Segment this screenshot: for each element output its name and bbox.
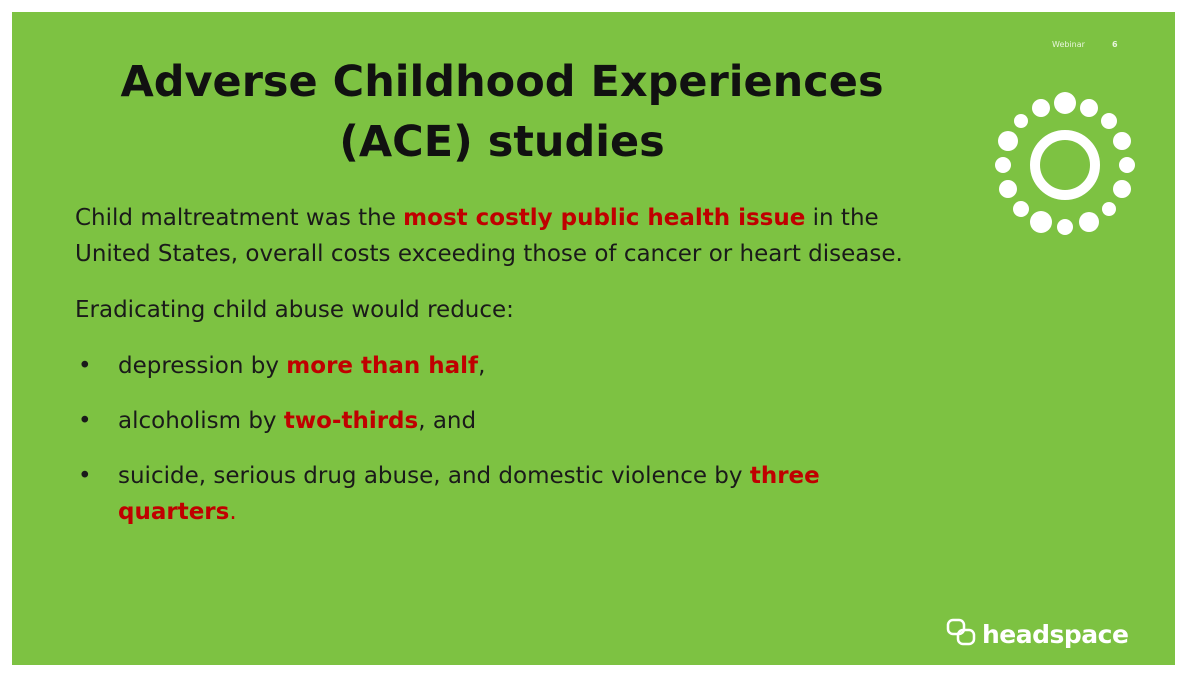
bullet-dot: • [78, 408, 92, 434]
bullet-item: • depression by more than half, [75, 348, 945, 384]
logo-dot [1101, 113, 1117, 129]
logo-dot [1113, 132, 1131, 150]
logo-ring [1030, 130, 1100, 200]
logo-dot [1080, 99, 1098, 117]
bullet-item: • alcoholism by two-thirds, and [75, 403, 945, 439]
slide-body: Child maltreatment was the most costly p… [75, 200, 945, 549]
page-number: 6 [1112, 40, 1118, 49]
text-run: , and [418, 408, 477, 434]
logo-graphics [946, 92, 1135, 646]
logo-dot [1014, 114, 1028, 128]
logo-dot [995, 157, 1011, 173]
title-line: (ACE) studies [339, 117, 665, 167]
text-run: more than half [286, 353, 479, 379]
logo-dot [1032, 99, 1050, 117]
dotted-circle-logo [995, 92, 1135, 235]
text-run: Eradicating child abuse would reduce: [75, 297, 514, 323]
paragraph: Child maltreatment was the most costly p… [75, 200, 945, 272]
text-run: alcoholism by [118, 408, 284, 434]
brand-icon [946, 618, 976, 646]
text-run: , [478, 353, 486, 379]
paragraph: Eradicating child abuse would reduce: [75, 292, 945, 328]
logo-dot [1030, 211, 1052, 233]
logo-dot [1054, 92, 1076, 114]
bullet-dot: • [78, 353, 92, 379]
logo-dot [999, 180, 1017, 198]
slide-label: Webinar [1052, 40, 1085, 49]
logo-dot [1102, 202, 1116, 216]
logo-dot [1013, 201, 1029, 217]
slide: Adverse Childhood Experiences (ACE) stud… [12, 12, 1175, 665]
brand-name: headspace [982, 620, 1129, 649]
text-run: depression by [118, 353, 287, 379]
title-line: Adverse Childhood Experiences [120, 57, 884, 107]
logo-dot [1057, 219, 1073, 235]
logo-dot [1113, 180, 1131, 198]
text-run: three quarters [118, 463, 828, 525]
logo-dot [998, 131, 1018, 151]
text-run: two-thirds [283, 408, 419, 434]
text-run: in the United States, overall costs exce… [75, 205, 903, 267]
bullet-item: • suicide, serious drug abuse, and domest… [75, 458, 945, 530]
text-run: suicide, serious drug abuse, and domesti… [118, 463, 750, 489]
slide-title: Adverse Childhood Experiences (ACE) stud… [52, 52, 952, 172]
text-run: most costly public health issue [403, 205, 806, 231]
text-run: . [229, 499, 237, 525]
text-run: Child maltreatment was the [75, 205, 404, 231]
logo-dot [1119, 157, 1135, 173]
logo-dot [1079, 212, 1099, 232]
icon-bubble [946, 618, 966, 636]
bullet-dot: • [78, 463, 92, 489]
icon-bubble [956, 628, 976, 646]
